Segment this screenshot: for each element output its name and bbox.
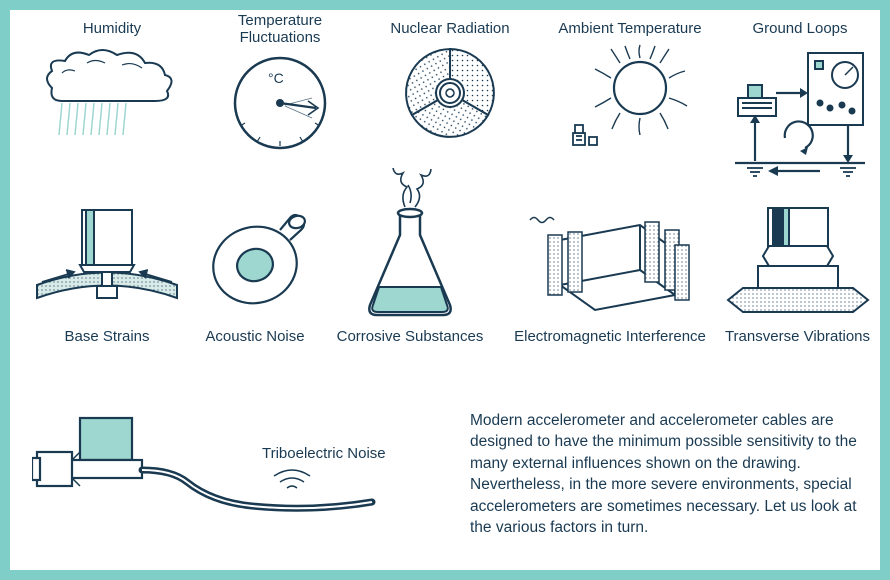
ambient-icon bbox=[545, 43, 715, 153]
transverse-icon bbox=[720, 200, 875, 320]
base-strains-icon bbox=[32, 200, 182, 320]
item-base-strains: Base Strains bbox=[32, 200, 182, 345]
label-transverse: Transverse Vibrations bbox=[720, 328, 875, 345]
item-transverse: Transverse Vibrations bbox=[720, 200, 875, 345]
tribo-icon bbox=[32, 410, 392, 530]
item-temperature: Temperature Fluctuations °C bbox=[205, 12, 355, 153]
label-ground: Ground Loops bbox=[730, 20, 870, 37]
label-corrosive: Corrosive Substances bbox=[330, 328, 490, 345]
label-tribo: Triboelectric Noise bbox=[262, 445, 386, 462]
item-acoustic: Acoustic Noise bbox=[190, 200, 320, 345]
item-humidity: Humidity bbox=[32, 20, 192, 138]
label-nuclear: Nuclear Radiation bbox=[375, 20, 525, 37]
item-emi: Electromagnetic Interference bbox=[510, 200, 710, 345]
acoustic-icon bbox=[190, 200, 320, 320]
infographic-frame: Humidity bbox=[0, 0, 890, 580]
corrosive-icon bbox=[330, 165, 490, 320]
item-tribo: Triboelectric Noise bbox=[32, 410, 452, 530]
nuclear-icon bbox=[375, 43, 525, 143]
label-temperature: Temperature Fluctuations bbox=[205, 12, 355, 47]
label-humidity: Humidity bbox=[32, 20, 192, 37]
label-base-strains: Base Strains bbox=[32, 328, 182, 345]
item-ground: Ground Loops bbox=[730, 20, 870, 193]
svg-text:°C: °C bbox=[268, 70, 284, 86]
description-text: Modern accelerometer and accelerometer c… bbox=[470, 410, 870, 538]
label-acoustic: Acoustic Noise bbox=[190, 328, 320, 345]
label-emi: Electromagnetic Interference bbox=[510, 328, 710, 345]
temperature-icon: °C bbox=[205, 53, 355, 153]
emi-icon bbox=[510, 200, 710, 320]
item-nuclear: Nuclear Radiation bbox=[375, 20, 525, 143]
label-ambient: Ambient Temperature bbox=[545, 20, 715, 37]
item-corrosive: Corrosive Substances bbox=[330, 165, 490, 345]
humidity-icon bbox=[32, 43, 192, 138]
item-ambient: Ambient Temperature bbox=[545, 20, 715, 153]
ground-icon bbox=[730, 43, 870, 193]
